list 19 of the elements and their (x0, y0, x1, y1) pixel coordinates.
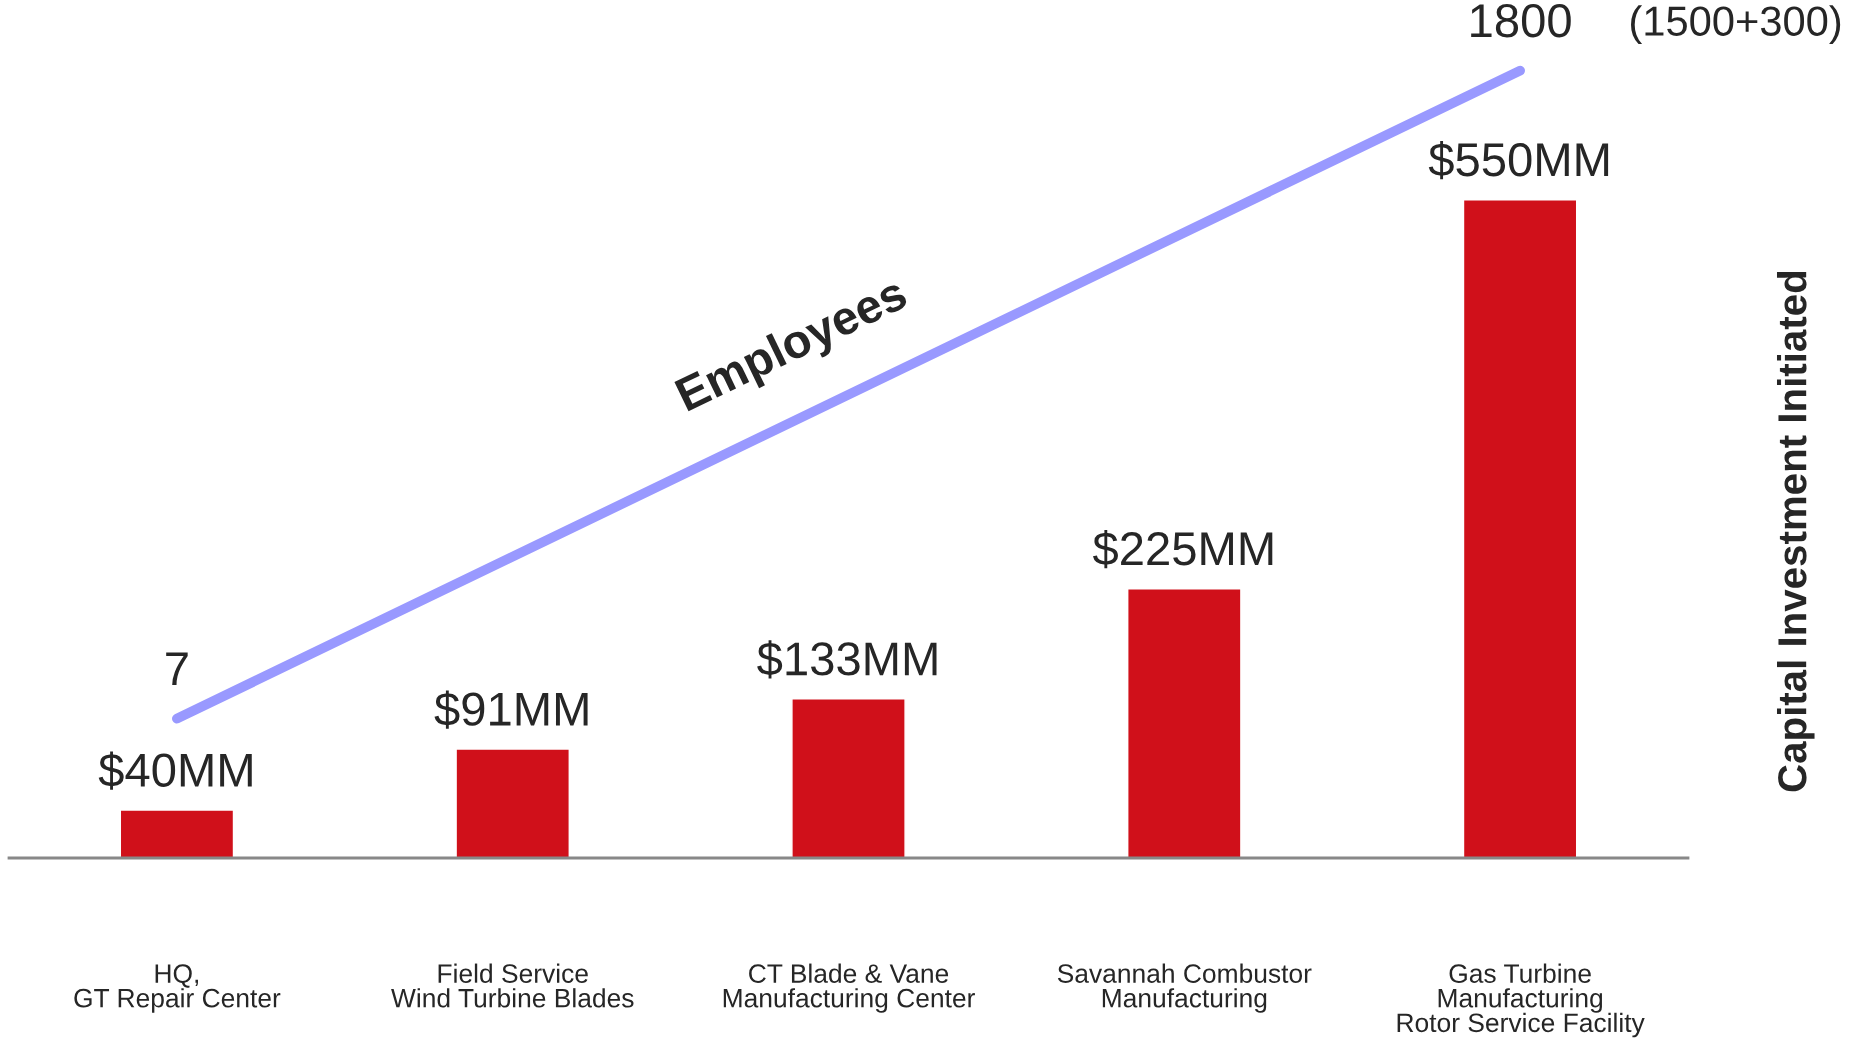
bar (455, 748, 570, 858)
x-tick-label: HQ, GT Repair Center (74, 964, 281, 1013)
bar (1127, 588, 1242, 858)
x-tick-label: Field Service Wind Turbine Blades (391, 963, 634, 1008)
data-label: 7 (166, 652, 188, 686)
y-axis-title: Capital Investment Initiated (1776, 271, 1815, 792)
data-label: 1800 (1471, 3, 1571, 38)
data-label: $40MM (98, 751, 252, 790)
bar (791, 698, 906, 858)
bar (1462, 199, 1578, 858)
bar (119, 809, 235, 858)
data-label: $225MM (1092, 530, 1273, 569)
x-tick-label: Savannah Combustor Manufacturing (1057, 963, 1312, 1013)
x-tick-label: Gas Turbine Manufacturing Rotor Service Facility (1397, 963, 1645, 1038)
data-label: $133MM (757, 640, 937, 679)
text: (1500+300) (1631, 5, 1841, 45)
data-label: $550MM (1428, 141, 1609, 180)
data-label: $91MM (434, 690, 588, 729)
x-tick-label: CT Blade & Vane Manufacturing Center (723, 963, 975, 1013)
